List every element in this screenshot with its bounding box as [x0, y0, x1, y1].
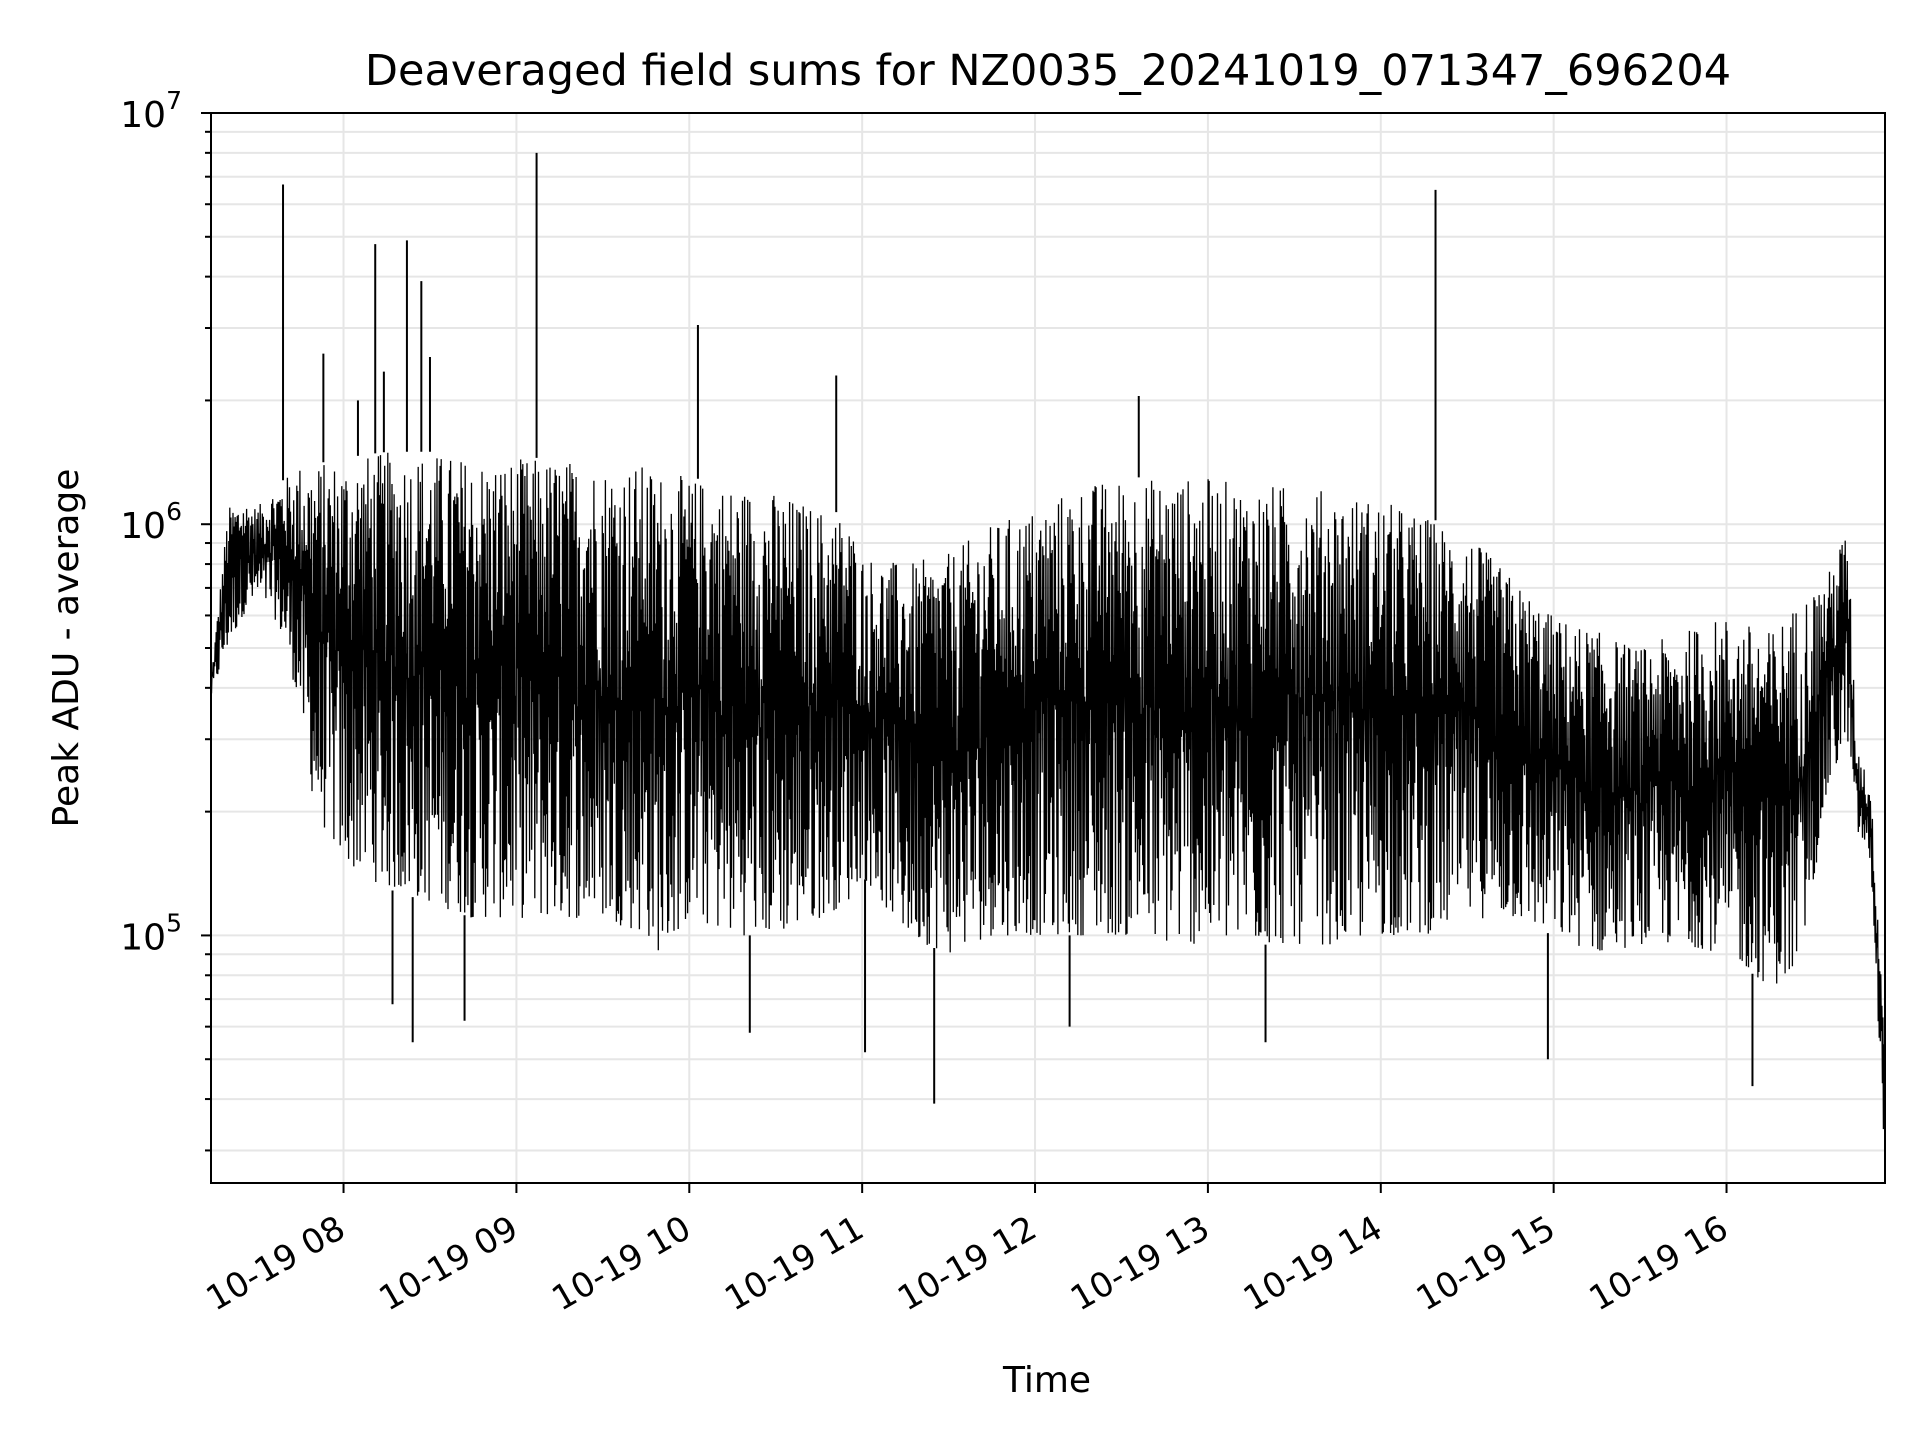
data-series: [210, 152, 1886, 1130]
chart-title: Deaveraged field sums for NZ0035_2024101…: [365, 46, 1731, 96]
y-tick-label-base: 10: [120, 917, 166, 958]
y-tick-label-exponent: 5: [166, 908, 182, 937]
y-tick-label: 106: [120, 497, 182, 547]
y-tick-label-base: 10: [120, 95, 166, 136]
series-line: [210, 452, 1886, 1130]
y-tick-label: 105: [120, 908, 182, 958]
y-tick-label-exponent: 6: [166, 497, 182, 526]
x-axis-label: Time: [1002, 1360, 1091, 1401]
y-tick-label-exponent: 7: [166, 86, 182, 115]
y-tick-label: 107: [120, 86, 182, 136]
y-tick-label-base: 10: [120, 506, 166, 547]
y-axis-label: Peak ADU - average: [46, 469, 87, 828]
